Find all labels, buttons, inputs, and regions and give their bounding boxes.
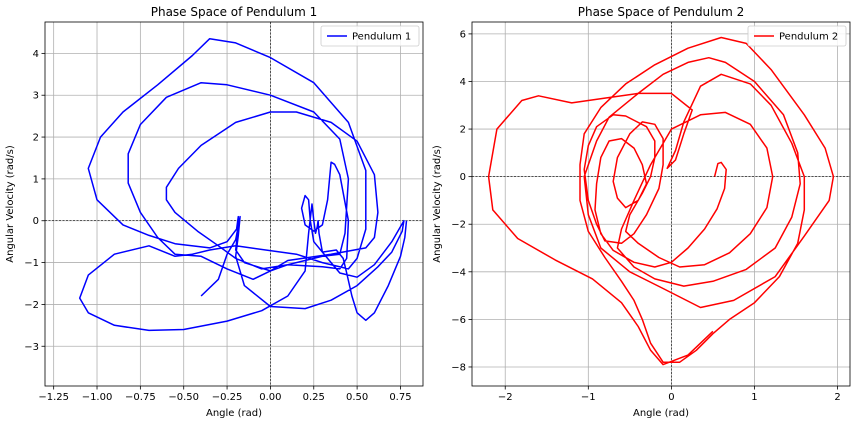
y-tick-label: 2 (33, 133, 39, 144)
chart-pendulum-1: −1.25 −1.00 −0.75 −0.50 −0.25 0.00 0.25 0.50 0.7… (5, 5, 424, 419)
legend-box (747, 25, 847, 47)
y-tick-label: 0 (33, 216, 39, 227)
y-tick-label: −1 (24, 258, 39, 269)
chart-pendulum-2: −2 −1 0 1 2 −8 −6 −4 −2 0 2 4 6 Phase Space of Pendul… (432, 5, 851, 419)
chart-title: Phase Space of Pendulum 1 (151, 5, 318, 19)
x-tick-label: −1 (581, 392, 596, 403)
legend-label: Pendulum 1 (352, 32, 411, 43)
y-tick-label: −2 (24, 300, 39, 311)
x-tick-label: 1 (751, 392, 757, 403)
y-axis-label: Angular Velocity (rad/s) (432, 145, 443, 263)
x-tick-label: 0 (668, 392, 674, 403)
x-tick-label: 0.00 (259, 392, 281, 403)
y-axis-label: Angular Velocity (rad/s) (5, 145, 16, 263)
axes-frame (44, 21, 424, 387)
axes-frame (471, 21, 851, 387)
y-tick-label: 3 (33, 91, 39, 102)
x-axis-label: Angle (rad) (206, 408, 262, 419)
chart-title: Phase Space of Pendulum 2 (578, 5, 745, 19)
legend-label: Pendulum 2 (779, 32, 838, 43)
legend-box (320, 25, 420, 47)
y-tick-label: −6 (451, 315, 466, 326)
y-tick-label: 4 (33, 49, 39, 60)
x-tick-label: 0.75 (389, 392, 411, 403)
x-tick-label: 2 (834, 392, 840, 403)
y-tick-label: −3 (24, 342, 39, 353)
y-tick-label: 6 (460, 29, 466, 40)
x-tick-label: −1.00 (82, 392, 113, 403)
y-tick-label: 4 (460, 77, 466, 88)
y-tick-label: 0 (460, 172, 466, 183)
series-line-pendulum-1 (78, 37, 408, 332)
x-tick-label: −1.25 (38, 392, 69, 403)
y-tick-label: 2 (460, 125, 466, 136)
legend: Pendulum 2 (747, 25, 847, 47)
x-tick-label: −0.50 (168, 392, 199, 403)
x-tick-label: −2 (498, 392, 513, 403)
y-tick-label: 1 (33, 174, 39, 185)
x-tick-label: −0.25 (212, 392, 243, 403)
y-tick-label: −8 (451, 362, 466, 373)
x-axis-label: Angle (rad) (633, 408, 689, 419)
x-tick-label: 0.25 (303, 392, 325, 403)
y-tick-label: −2 (451, 220, 466, 231)
series-line-pendulum-2 (487, 36, 835, 366)
y-tick-label: −4 (451, 267, 466, 278)
x-tick-label: 0.50 (346, 392, 368, 403)
x-tick-label: −0.75 (125, 392, 156, 403)
legend: Pendulum 1 (320, 25, 420, 47)
